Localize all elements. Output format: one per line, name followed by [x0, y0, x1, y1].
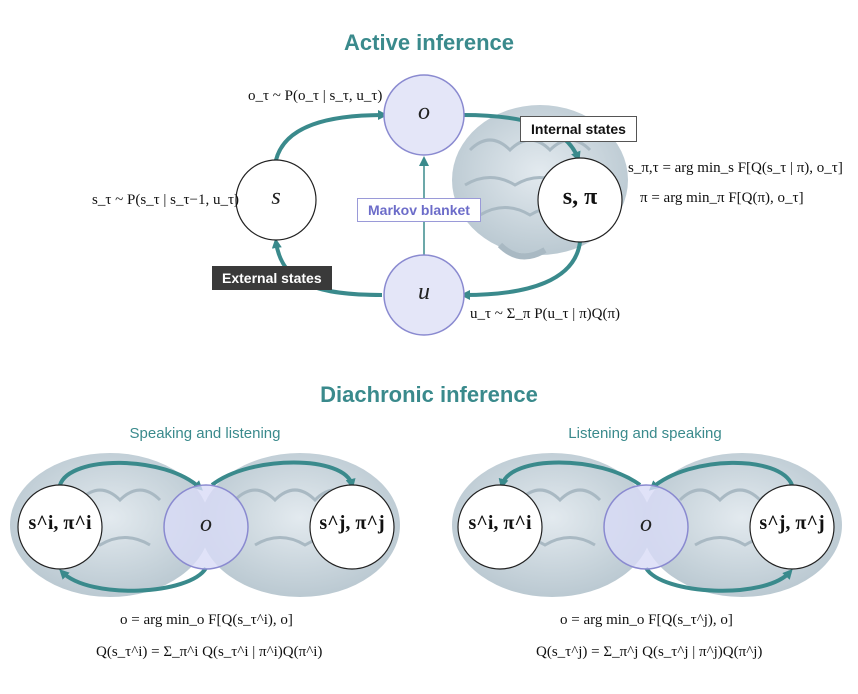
node-o-label: o [418, 99, 430, 125]
br-node-left-circle [457, 484, 543, 570]
arrow-bl-left-to-o [58, 460, 203, 491]
arrow-br-o-to-right [644, 566, 793, 593]
bl-node-o-circle [163, 484, 249, 570]
eq-observation: o_τ ~ P(o_τ | s_τ, u_τ) [248, 88, 383, 104]
br-node-right-circle [749, 484, 835, 570]
node-o-circle [383, 74, 465, 156]
bl-node-right-circle [309, 484, 395, 570]
arrow-br-right-to-o [648, 460, 794, 491]
top-title: Active inference [344, 30, 514, 55]
bl-node-right-label: s^j, π^j [319, 512, 385, 534]
node-s-circle [235, 159, 317, 241]
arrow-bl-o-to-left [59, 566, 208, 593]
external-states-label: External states [212, 266, 332, 290]
arrow-br-o-to-left [498, 460, 642, 489]
node-u-label: u [418, 279, 430, 305]
arrow-bl-o-to-right [210, 460, 356, 489]
br-subtitle: Listening and speaking [568, 425, 722, 442]
eq-state-transition: s_τ ~ P(s_τ | s_τ−1, u_τ) [92, 192, 240, 208]
bl-node-left-circle [17, 484, 103, 570]
bl-node-o-label: o [200, 511, 212, 537]
bl-eq-1: o = arg min_o F[Q(s_τ^i), o] [120, 612, 293, 628]
arrow-s-to-o [274, 110, 388, 161]
eq-policy: π = arg min_π F[Q(π), o_τ] [640, 190, 804, 206]
eq-action: u_τ ~ Σ_π P(u_τ | π)Q(π) [470, 306, 621, 322]
internal-states-label: Internal states [520, 116, 637, 142]
node-u-circle [383, 254, 465, 336]
node-s-label: s [271, 184, 281, 210]
markov-blanket-label: Markov blanket [357, 198, 481, 222]
br-eq-1: o = arg min_o F[Q(s_τ^j), o] [560, 612, 733, 628]
br-node-right-label: s^j, π^j [759, 512, 825, 534]
br-node-left-label: s^i, π^i [468, 512, 532, 534]
bl-eq-2: Q(s_τ^i) = Σ_π^i Q(s_τ^i | π^i)Q(π^i) [96, 644, 323, 660]
bl-node-left-label: s^i, π^i [28, 512, 92, 534]
node-spi-circle [537, 157, 623, 243]
arrow-spi-to-u [460, 241, 582, 300]
bottom-title: Diachronic inference [320, 382, 538, 407]
bl-subtitle: Speaking and listening [129, 425, 281, 442]
br-node-o-label: o [640, 511, 652, 537]
eq-internal-state: s_π,τ = arg min_s F[Q(s_τ | π), o_τ] [628, 160, 843, 176]
node-spi-label: s, π [562, 184, 598, 210]
br-node-o-circle [603, 484, 689, 570]
br-eq-2: Q(s_τ^j) = Σ_π^j Q(s_τ^j | π^j)Q(π^j) [536, 644, 763, 660]
